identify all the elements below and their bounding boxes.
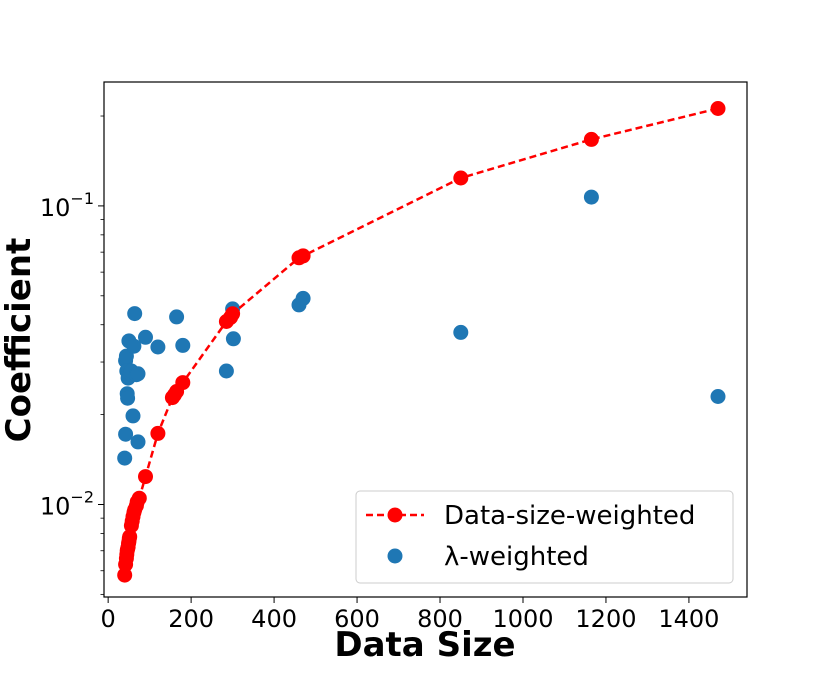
data-point-data-size-weighted [453,170,469,186]
data-point-data-size-weighted [131,490,147,506]
data-point-lambda-weighted [130,434,146,450]
y-tick-exponent: −1 [70,189,94,208]
series-data-size-weighted [117,101,726,583]
data-point-lambda-weighted [583,189,599,205]
data-point-data-size-weighted [583,131,599,147]
data-point-lambda-weighted [120,390,136,406]
y-axis: 10−210−1 [40,115,104,595]
data-point-data-size-weighted [710,101,726,116]
data-point-lambda-weighted [175,337,191,353]
plot-frame [103,81,748,598]
x-tick-label: 800 [417,605,463,633]
data-point-lambda-weighted [150,339,166,355]
data-point-lambda-weighted [130,366,146,382]
data-point-lambda-weighted [138,329,153,345]
data-point-lambda-weighted [710,389,726,404]
data-point-lambda-weighted [127,306,143,322]
data-point-lambda-weighted [218,363,234,379]
x-tick-label: 1000 [492,605,553,633]
data-point-data-size-weighted [225,306,241,322]
data-point-lambda-weighted [169,309,185,325]
x-tick-label: 600 [334,605,380,633]
y-tick-label: 10−1 [40,189,94,222]
data-point-lambda-weighted [453,324,469,340]
x-axis: 0 200 400 600 800 1000 1200 1400 [101,597,719,633]
data-point-lambda-weighted [117,450,133,466]
data-point-data-size-weighted [175,375,191,391]
x-tick-label: 400 [251,605,297,633]
y-axis-title: Coefficient [0,238,39,443]
y-tick-label: 10−2 [40,487,94,520]
data-point-data-size-weighted [150,425,166,441]
data-point-lambda-weighted [126,338,142,354]
data-point-lambda-weighted [295,290,311,306]
x-tick-label: 200 [168,605,214,633]
y-tick-exponent: −2 [70,487,94,506]
data-point-lambda-weighted [225,331,241,347]
series-layer [117,101,726,583]
y-tick-base: 10 [40,194,71,222]
legend-marker-lambda-weighted [387,548,403,564]
x-tick-label: 1400 [658,605,719,633]
data-point-data-size-weighted [138,469,153,485]
data-point-data-size-weighted [122,529,138,545]
legend-label-lambda-weighted: λ-weighted [444,542,589,572]
y-tick-base: 10 [40,492,71,520]
x-axis-title: Data Size [334,625,515,665]
data-point-data-size-weighted [117,567,133,583]
data-point-data-size-weighted [295,248,311,264]
x-tick-label: 0 [101,605,116,633]
legend-label-data-size-weighted: Data-size-weighted [444,501,695,531]
legend-frame [355,490,734,584]
series-lambda-weighted [117,189,726,466]
legend: Data-size-weighted λ-weighted [355,490,734,584]
data-point-lambda-weighted [118,426,134,442]
x-tick-label: 1200 [575,605,636,633]
legend-marker-data-size-weighted [387,507,403,523]
data-point-lambda-weighted [125,408,141,424]
